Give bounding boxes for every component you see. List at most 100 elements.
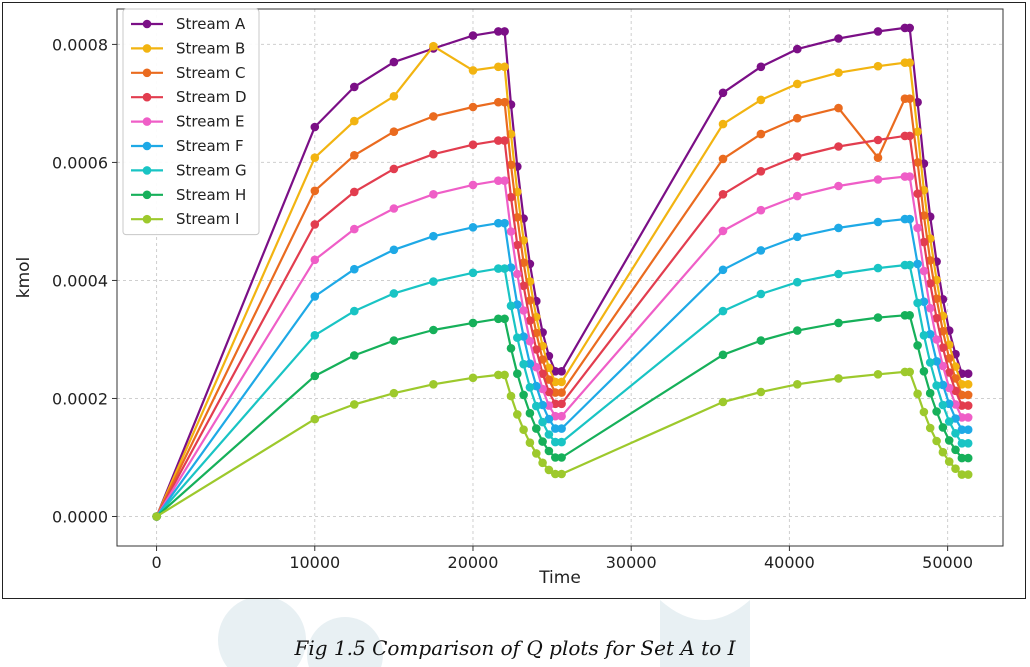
data-point — [873, 153, 883, 162]
data-point — [557, 469, 566, 479]
data-point — [525, 316, 535, 325]
data-point — [919, 331, 929, 340]
data-point — [925, 423, 935, 433]
data-point — [793, 44, 802, 54]
data-point — [551, 453, 560, 462]
data-point — [951, 429, 960, 438]
data-point — [532, 449, 541, 458]
legend-label: Stream H — [176, 186, 246, 204]
data-point — [944, 436, 954, 445]
data-point — [913, 158, 922, 167]
data-point — [944, 417, 954, 426]
legend-marker — [142, 166, 152, 175]
data-point — [494, 314, 503, 324]
data-point — [494, 218, 503, 228]
data-point — [834, 181, 843, 191]
data-point — [919, 367, 929, 376]
data-point — [500, 314, 509, 324]
data-point — [494, 264, 503, 273]
data-point — [519, 359, 528, 369]
series-stream-i — [152, 367, 973, 521]
legend-item: Stream E — [131, 113, 245, 131]
data-point — [389, 336, 399, 345]
data-point — [519, 390, 528, 400]
data-point — [506, 192, 516, 202]
data-point — [718, 265, 728, 275]
data-point — [963, 439, 973, 448]
data-point — [389, 289, 399, 298]
data-point — [793, 113, 802, 123]
data-point — [513, 333, 522, 343]
legend-item: Stream C — [131, 64, 246, 82]
data-point — [938, 380, 948, 390]
x-tick-label: 10000 — [289, 553, 340, 572]
data-point — [310, 186, 320, 196]
data-point — [500, 97, 509, 107]
data-point — [718, 226, 728, 236]
data-point — [506, 160, 516, 170]
y-tick-label: 0.0006 — [52, 153, 108, 172]
x-tick-label: 20000 — [448, 553, 499, 572]
data-point — [557, 437, 566, 447]
y-tick-label: 0.0004 — [52, 271, 108, 290]
data-point — [873, 313, 883, 322]
data-point — [468, 180, 478, 190]
series-stream-f — [152, 214, 973, 521]
data-point — [905, 367, 914, 377]
data-point — [905, 214, 914, 224]
data-point — [544, 446, 554, 456]
data-point — [793, 79, 802, 89]
data-point — [756, 336, 766, 345]
data-point — [500, 27, 509, 36]
series-stream-d — [152, 131, 973, 521]
data-point — [905, 23, 914, 33]
data-point — [538, 417, 547, 427]
data-point — [793, 152, 802, 161]
data-point — [756, 167, 766, 176]
data-point — [932, 335, 941, 344]
data-point — [500, 370, 509, 380]
x-tick-label: 30000 — [606, 553, 657, 572]
data-point — [551, 367, 560, 376]
data-point — [756, 129, 766, 139]
data-point — [557, 377, 566, 387]
y-tick-label: 0.0000 — [52, 507, 108, 526]
data-point — [350, 116, 359, 126]
data-point — [932, 357, 941, 366]
y-axis-label: kmol — [14, 257, 34, 299]
data-point — [494, 27, 503, 36]
data-point — [532, 362, 541, 372]
data-point — [913, 223, 922, 233]
data-point — [873, 217, 883, 227]
legend-item: Stream G — [131, 161, 247, 179]
data-point — [963, 413, 973, 422]
data-point — [756, 95, 766, 105]
data-point — [551, 437, 560, 447]
data-point — [389, 92, 399, 101]
figure-caption: Fig 1.5 Comparison of Q plots for Set A … — [294, 636, 736, 660]
data-point — [557, 453, 566, 462]
data-point — [756, 205, 766, 215]
data-point — [957, 470, 967, 479]
plot-area-border — [116, 8, 1004, 547]
series-stream-b — [152, 41, 973, 521]
data-point — [557, 399, 566, 409]
data-point — [932, 436, 941, 446]
legend-label: Stream B — [176, 39, 245, 57]
legend-label: Stream I — [176, 210, 239, 228]
x-axis-label: Time — [538, 568, 581, 588]
y-tick-label: 0.0002 — [52, 389, 108, 408]
data-point — [532, 381, 541, 391]
data-point — [551, 424, 560, 433]
data-point — [756, 246, 766, 255]
data-point — [756, 62, 766, 72]
data-point — [951, 400, 960, 409]
data-point — [963, 425, 973, 435]
data-point — [913, 189, 922, 198]
legend-label: Stream D — [176, 88, 247, 106]
data-point — [513, 269, 522, 279]
legend-marker — [142, 141, 152, 151]
data-point — [834, 68, 843, 77]
data-point — [873, 135, 883, 145]
